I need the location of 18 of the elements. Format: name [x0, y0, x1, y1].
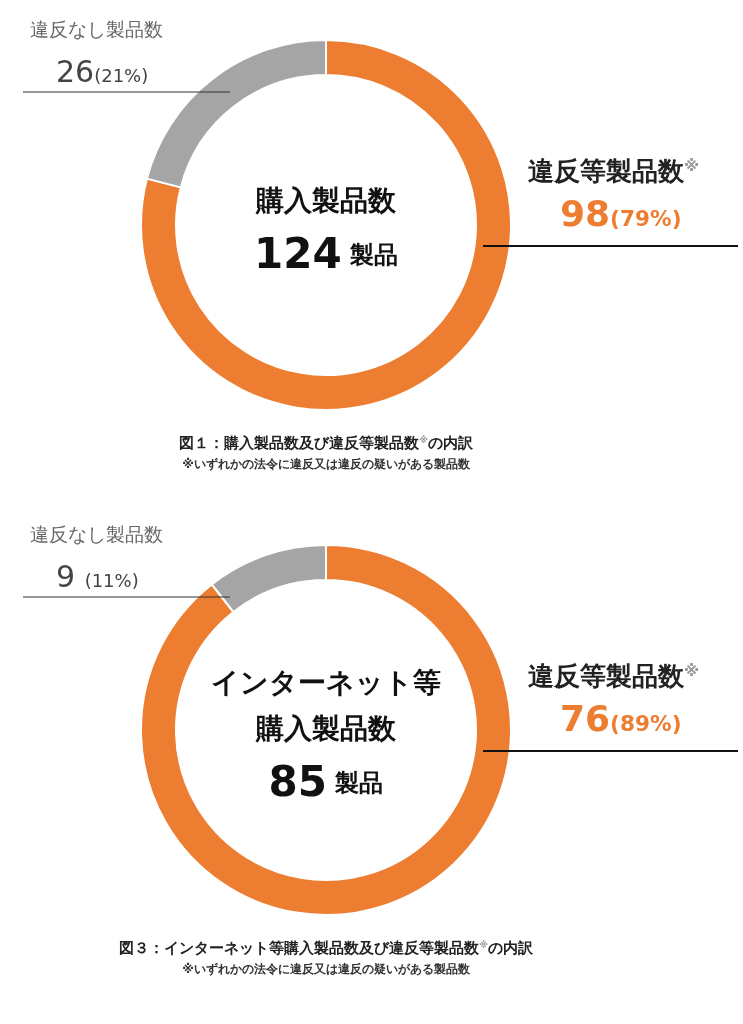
- text: インターネット等: [211, 666, 441, 699]
- text: 購入製品数: [255, 712, 397, 745]
- slice-label: 違反等製品数$^{※}$: [528, 661, 700, 691]
- slice-label: 違反なし製品数: [30, 18, 163, 40]
- text: 124 製品: [253, 228, 399, 278]
- data-label: 76(89%): [560, 698, 682, 739]
- text: ※いずれかの法令に違反又は違反の疑いがある製品数: [182, 962, 471, 976]
- slice-label: 違反等製品数$^{※}$: [528, 156, 700, 186]
- slice-label: 違反なし製品数: [30, 523, 163, 545]
- text: 85 製品: [268, 756, 384, 806]
- donut-slice: [140, 544, 512, 916]
- data-label: 9 (11%): [56, 559, 139, 594]
- data-label: 98(79%): [560, 193, 682, 234]
- text: 図１：購入製品数及び違反等製品数$^{※}$の内訳: [179, 434, 474, 452]
- text: 図３：インターネット等購入製品数及び違反等製品数$^{※}$の内訳: [119, 939, 534, 957]
- text: 購入製品数: [255, 184, 397, 217]
- text: ※いずれかの法令に違反又は違反の疑いがある製品数: [182, 457, 471, 471]
- data-label: 26(21%): [56, 54, 149, 89]
